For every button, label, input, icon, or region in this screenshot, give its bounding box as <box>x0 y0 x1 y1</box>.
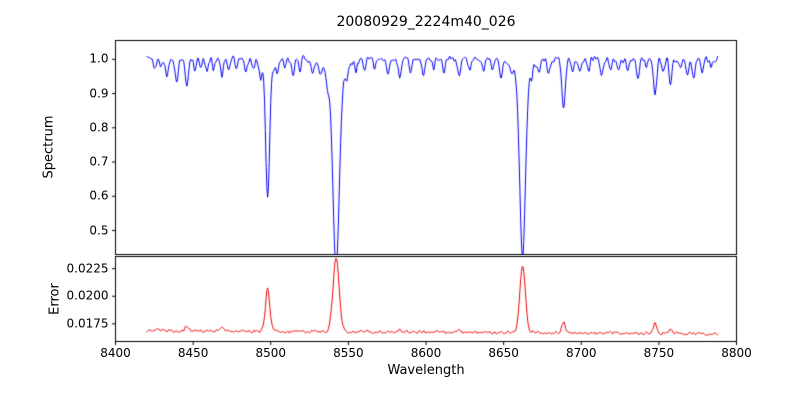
spectrum-tick-label: 0.6 <box>89 188 109 203</box>
x-tick-label: 8400 <box>100 345 131 360</box>
x-tick-label: 8450 <box>177 345 209 360</box>
x-tick-label: 8750 <box>643 345 675 360</box>
wavelength-axis-label: Wavelength <box>387 363 465 378</box>
error-tick-label: 0.0175 <box>66 316 109 331</box>
spectrum-tick-label: 0.8 <box>89 120 109 135</box>
error-tick-label: 0.0225 <box>66 261 109 276</box>
x-tick-label: 8500 <box>255 345 287 360</box>
spectrum-tick-label: 0.5 <box>89 222 109 237</box>
spectrum-tick-label: 0.7 <box>89 154 109 169</box>
chart-title: 20080929_2224m40_026 <box>336 14 516 30</box>
spectrum-tick-label: 0.9 <box>89 85 109 100</box>
error-axis-label: Error <box>47 283 63 315</box>
x-tick-label: 8650 <box>488 345 519 360</box>
x-tick-label: 8700 <box>565 345 597 360</box>
spectrum-axis-label: Spectrum <box>41 115 57 179</box>
x-tick-label: 8600 <box>410 345 442 360</box>
error-tick-label: 0.0200 <box>66 288 109 303</box>
x-tick-label: 8550 <box>333 345 364 360</box>
spectrum-tick-label: 1.0 <box>89 51 109 66</box>
x-tick-label: 8800 <box>721 345 752 360</box>
